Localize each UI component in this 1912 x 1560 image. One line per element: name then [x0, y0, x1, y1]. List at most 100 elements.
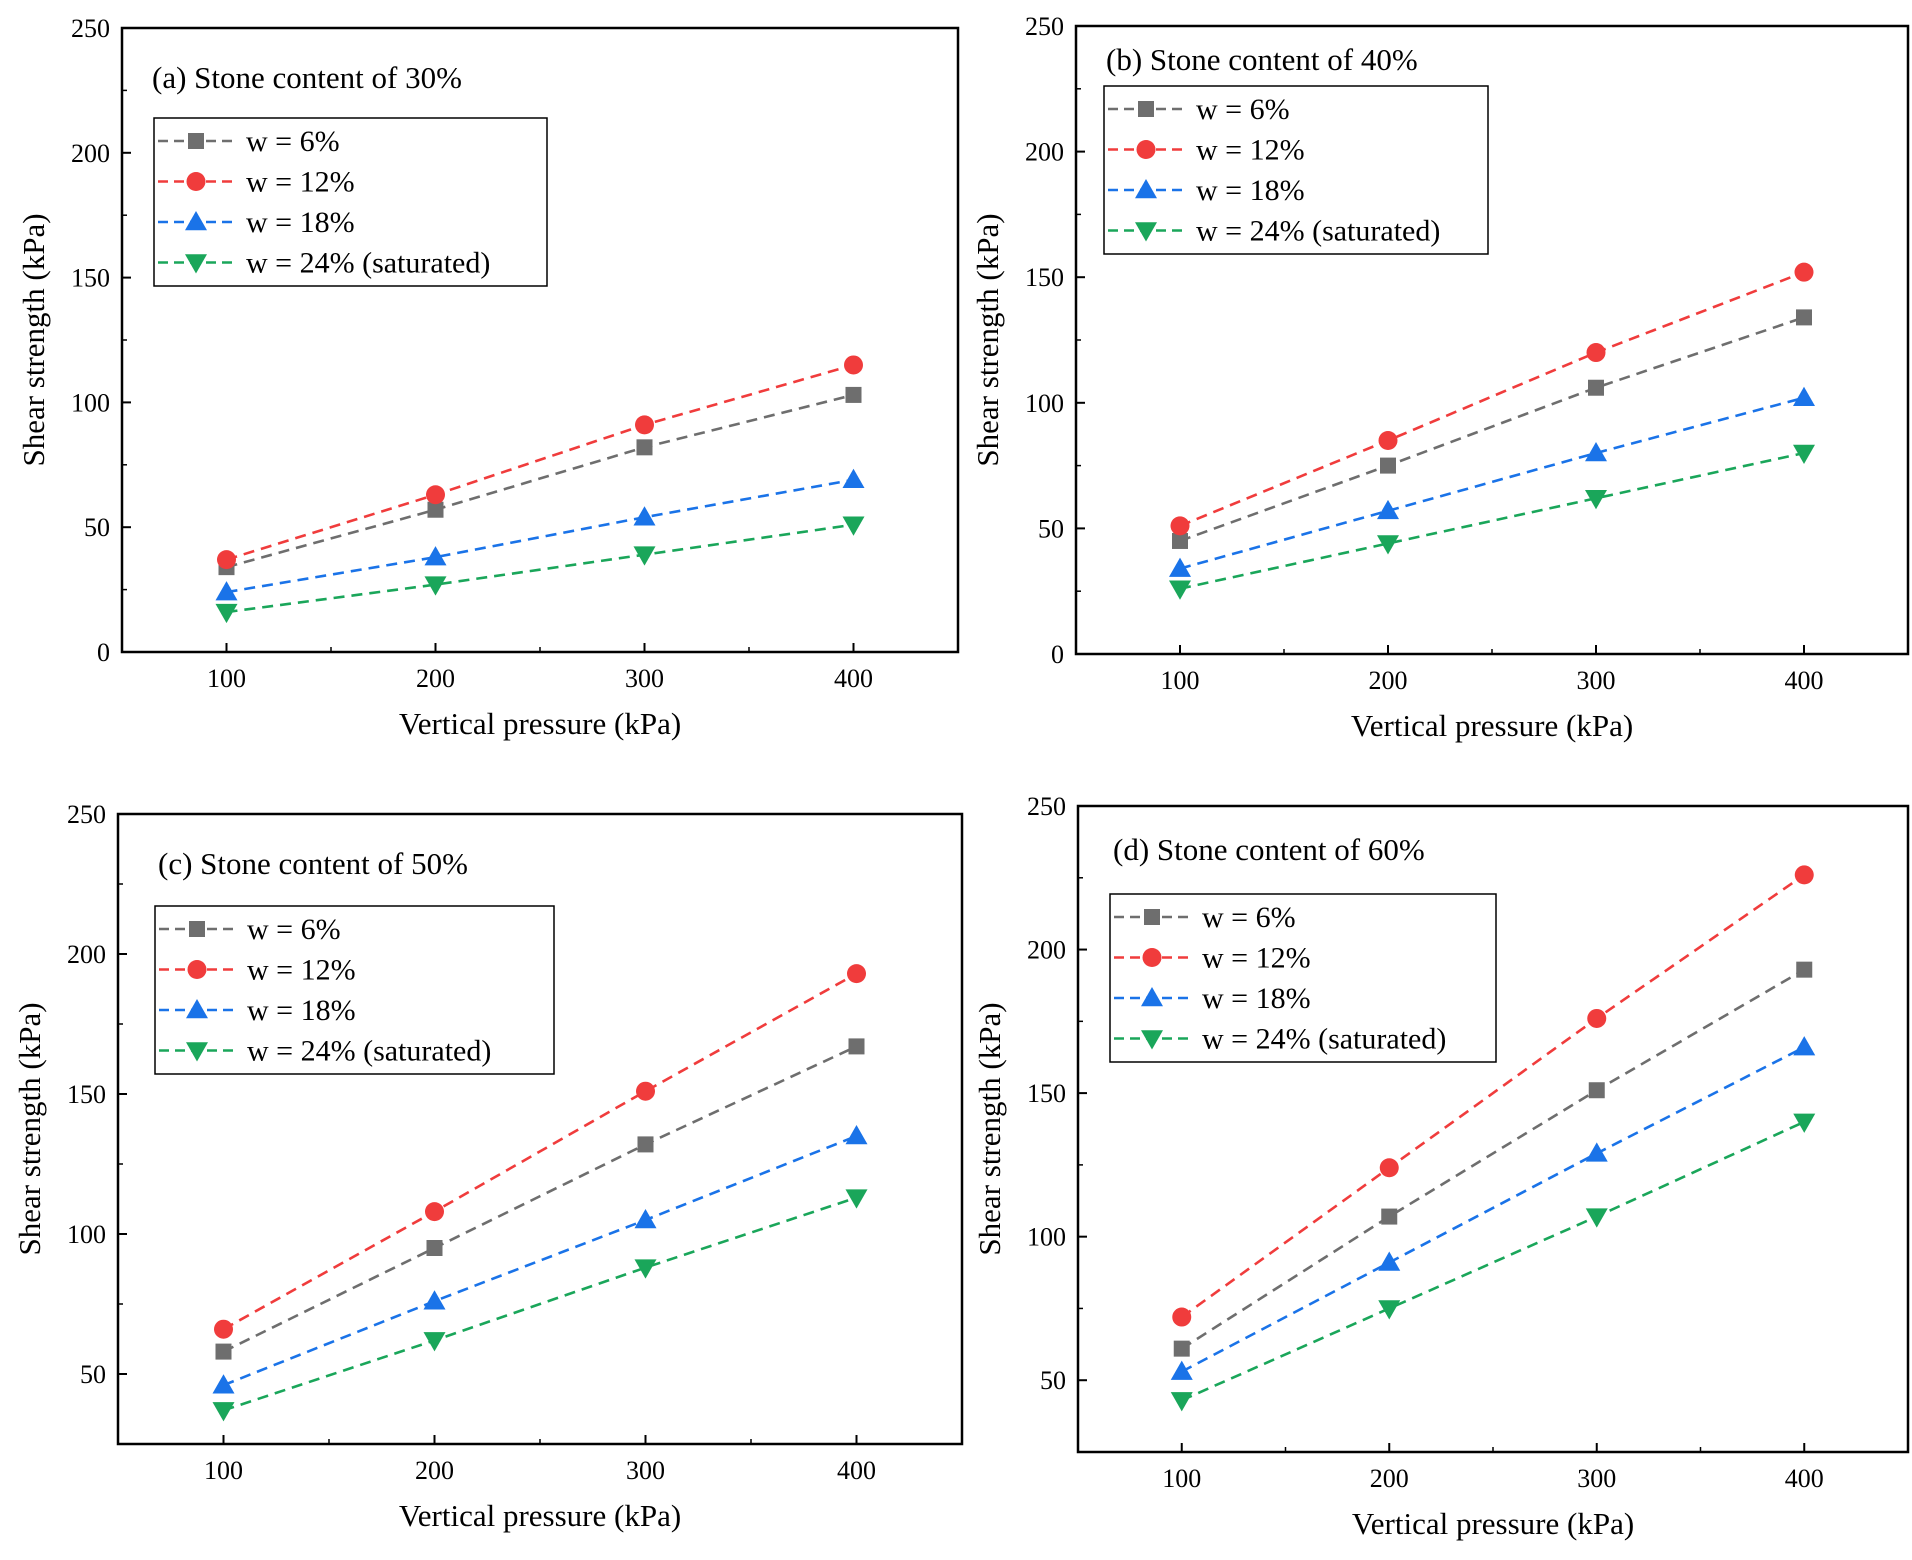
legend-marker-w12: [1142, 948, 1162, 967]
data-point-w24: [1585, 490, 1607, 510]
series-line-w24: [1181, 1120, 1805, 1402]
chart-panel-1: 0 50 100 150 200 250 100 200 300 400 Vertical pres…: [16, 14, 960, 741]
legend-label-w24: w = 24% (saturated): [246, 247, 490, 280]
data-point-w24: [1170, 1392, 1193, 1412]
x-tick-label: 300: [1577, 1464, 1616, 1493]
data-point-w18: [842, 468, 865, 489]
data-point-w12: [1378, 430, 1398, 450]
data-point-w12: [1586, 343, 1606, 363]
legend-marker-w18: [186, 999, 208, 1019]
legend-marker-w6: [1138, 101, 1154, 117]
data-point-w24: [845, 1189, 868, 1209]
y-tick-label: 200: [67, 940, 106, 969]
y-axis-title: Shear strength (kPa): [12, 1002, 47, 1255]
data-point-w24: [842, 516, 865, 536]
legend-label-w12: w = 12%: [1196, 134, 1305, 167]
legend-label-w12: w = 12%: [1202, 942, 1311, 975]
chart-panel-4: 50 100 150 200 250 100 200 300 400 Vertical press…: [972, 792, 1910, 1541]
series-line-w12: [1180, 873, 1805, 1319]
data-point-w18: [1377, 499, 1399, 520]
data-point-w18: [424, 546, 447, 566]
data-point-w12: [635, 415, 654, 435]
panel-title: (a) Stone content of 30%: [152, 60, 462, 95]
y-axis-title: Shear strength (kPa): [970, 213, 1005, 466]
legend-marker-w6: [188, 133, 204, 149]
data-point-w24: [1793, 1113, 1816, 1133]
legend-label-w6: w = 6%: [1196, 93, 1290, 126]
x-tick-label: 400: [1785, 1464, 1824, 1493]
legend-marker-w12: [187, 960, 207, 979]
data-point-w12: [1172, 1307, 1192, 1327]
series-line-w24: [226, 523, 854, 614]
x-axis-title: Vertical pressure (kPa): [1351, 708, 1633, 743]
x-tick-label: 100: [1161, 666, 1200, 695]
y-tick-label: 200: [71, 139, 110, 168]
x-tick-label: 200: [1370, 1464, 1409, 1493]
y-axis-title: Shear strength (kPa): [972, 1002, 1007, 1255]
legend-marker-w24: [1135, 222, 1157, 242]
data-point-w6: [427, 501, 444, 518]
legend-label-w24: w = 24% (saturated): [247, 1035, 491, 1068]
data-point-w18: [1378, 1251, 1401, 1271]
legend-marker-w6: [189, 921, 205, 937]
data-point-w24: [1378, 1300, 1401, 1320]
data-point-w12: [847, 964, 866, 984]
series-line-w6: [226, 393, 854, 569]
x-tick-label: 400: [1785, 666, 1824, 695]
x-tick-label: 300: [1577, 666, 1616, 695]
data-point-w6: [1588, 379, 1604, 396]
chart-panel-3: 50 100 150 200 250 100 200 300 400 Vertical press…: [12, 800, 964, 1533]
data-point-w12: [844, 355, 863, 375]
data-point-w24: [1377, 535, 1399, 555]
x-tick-label: 100: [207, 664, 246, 693]
y-tick-label: 0: [1051, 640, 1064, 669]
data-point-w12: [214, 1319, 233, 1339]
series-line-w12: [1179, 270, 1805, 528]
data-point-w18: [634, 1209, 657, 1229]
legend-label-w18: w = 18%: [247, 994, 356, 1027]
data-point-w12: [1170, 516, 1190, 536]
y-tick-label: 50: [80, 1360, 106, 1389]
legend-marker-w12: [186, 172, 206, 191]
legend-label-w6: w = 6%: [247, 913, 341, 946]
x-axis-title: Vertical pressure (kPa): [399, 1498, 681, 1533]
y-tick-label: 150: [71, 264, 110, 293]
x-tick-label: 300: [626, 1456, 665, 1485]
data-point-w6: [1172, 532, 1188, 549]
data-point-w24: [1169, 580, 1191, 600]
y-tick-label: 100: [71, 388, 110, 417]
x-axis-title: Vertical pressure (kPa): [399, 706, 681, 741]
legend: w = 6% w = 12% w = 18% w = 24% (saturated): [1109, 893, 1497, 1063]
data-point-w18: [1585, 442, 1607, 462]
data-point-w12: [1794, 865, 1814, 885]
legend-box: [153, 117, 548, 287]
legend-label-w6: w = 6%: [246, 125, 340, 158]
y-tick-label: 50: [1038, 514, 1064, 543]
legend-marker-w24: [185, 254, 207, 274]
legend-marker-w12: [1136, 140, 1156, 159]
series-line-w6: [1181, 968, 1805, 1350]
chart-panel-2: 0 50 100 150 200 250 100 200 300 400 Vertical pres…: [970, 12, 1910, 743]
data-point-w18: [845, 1125, 868, 1145]
x-tick-label: 400: [834, 664, 873, 693]
data-point-w18: [1170, 1360, 1193, 1380]
series-line-w18: [223, 1134, 857, 1387]
y-tick-label: 100: [1025, 389, 1064, 418]
y-tick-label: 250: [1027, 792, 1066, 821]
data-point-w6: [215, 1343, 232, 1360]
y-tick-label: 100: [67, 1220, 106, 1249]
x-tick-label: 200: [1369, 666, 1408, 695]
data-point-w12: [217, 550, 236, 570]
data-point-w18: [1169, 557, 1191, 577]
legend-marker-w18: [1135, 179, 1157, 199]
data-point-w6: [637, 1136, 654, 1153]
series-line-w18: [1181, 1046, 1805, 1373]
legend-label-w24: w = 24% (saturated): [1202, 1023, 1446, 1056]
data-point-w6: [426, 1240, 443, 1256]
data-point-w24: [633, 546, 656, 566]
data-point-w6: [848, 1038, 865, 1055]
data-point-w12: [1379, 1158, 1399, 1178]
y-tick-label: 200: [1025, 138, 1064, 167]
y-tick-label: 0: [97, 638, 110, 667]
data-point-w18: [215, 581, 238, 601]
